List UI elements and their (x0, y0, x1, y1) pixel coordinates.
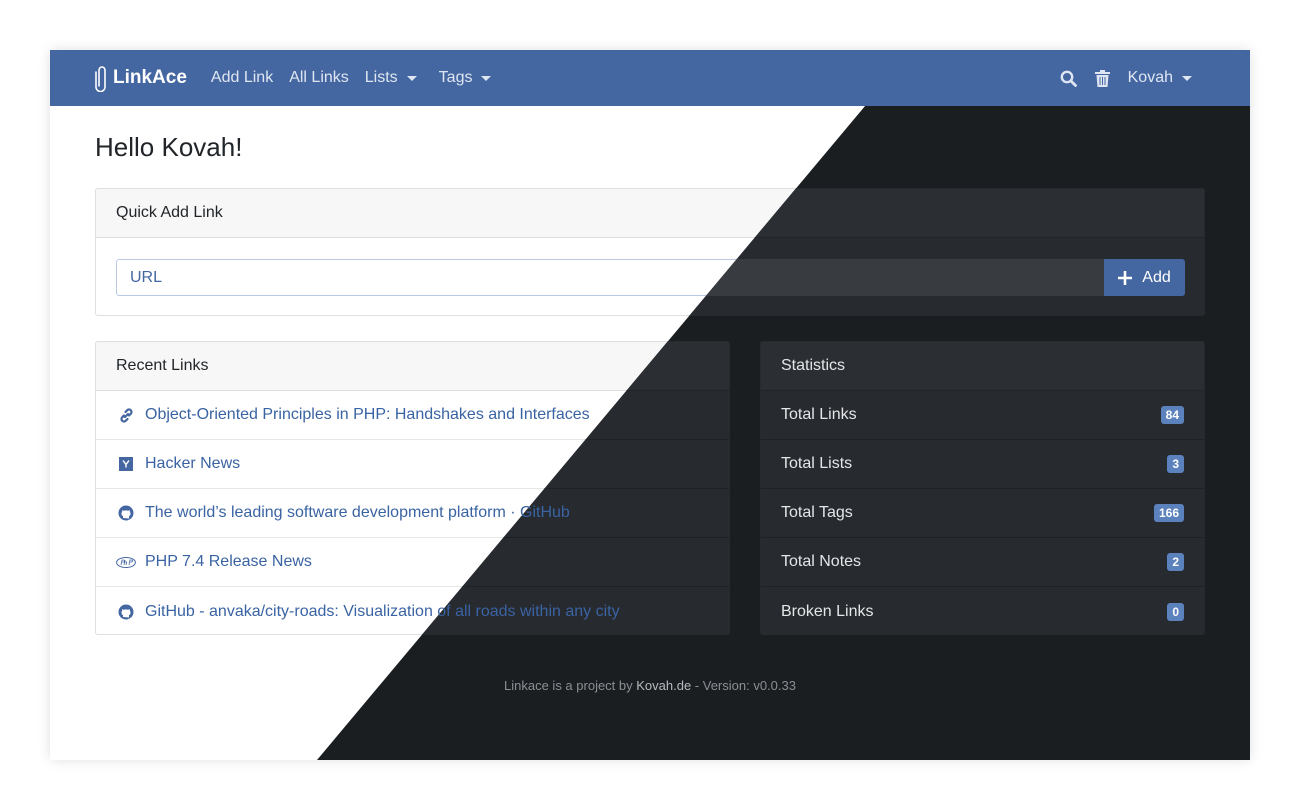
card-header: Recent Links (96, 342, 729, 391)
card-title: Recent Links (116, 357, 209, 374)
row-bg (96, 538, 729, 587)
url-input[interactable]: URL (116, 259, 1104, 296)
list-item: GitHub - anvaka/city-roads: Visualizatio… (96, 587, 729, 634)
stat-badge: 3 (1167, 455, 1184, 473)
url-placeholder: URL (130, 268, 163, 286)
brand-logo[interactable]: LinkAce (95, 64, 187, 92)
card-header: Statistics (761, 342, 1204, 391)
navbar: LinkAce Add Link All Links Lists Tags Ko… (50, 50, 1250, 106)
stat-label: Total Tags (781, 504, 853, 521)
card-header: Quick Add Link (96, 189, 1204, 238)
trash-icon[interactable] (1094, 69, 1110, 87)
stat-label: Broken Links (781, 602, 874, 620)
footer-version: - Version: v0.0.33 (691, 678, 796, 693)
nav-tags-dropdown[interactable]: Tags (439, 69, 492, 87)
search-icon[interactable] (1060, 70, 1077, 87)
footer-link[interactable]: Kovah.de (636, 678, 692, 693)
caret-down-icon (481, 75, 492, 81)
recent-link[interactable]: Hacker News (145, 455, 241, 472)
plus-icon (1118, 270, 1133, 285)
stat-badge: 0 (1167, 602, 1184, 621)
hacker-news-icon (116, 457, 136, 471)
nav-label: Lists (364, 69, 398, 86)
list-item: The world’s leading software development… (96, 489, 729, 538)
stat-row: Total Links 84 (761, 391, 1204, 440)
stat-row: Total Tags 166 (761, 489, 1204, 538)
list-item: Hacker News (96, 440, 729, 489)
statistics-card-bg (760, 341, 1205, 635)
stat-badge: 2 (1167, 553, 1184, 571)
statistics-card: Statistics Total Links 84 Total Lists 3 To… (760, 341, 1205, 635)
row-bg (761, 538, 1204, 587)
add-label: Add (1142, 268, 1171, 286)
list-item: Object-Oriented Principles in PHP: Hands… (96, 391, 729, 440)
nav-label: All Links (289, 69, 349, 86)
link-icon (116, 407, 136, 424)
row-bg (317, 538, 729, 587)
row-bg (96, 489, 729, 538)
list-item: PHP 7.4 Release News (96, 538, 729, 587)
caret-down-icon (406, 75, 417, 81)
card-header-bg (96, 342, 729, 391)
paperclip-icon (95, 66, 106, 92)
add-button[interactable]: Add (1104, 259, 1185, 296)
caret-down-icon (1182, 75, 1192, 81)
app-window: LinkAce Add Link All Links Lists Tags Ko… (50, 50, 1250, 760)
nav-lists-dropdown[interactable]: Lists (365, 69, 417, 87)
recent-link[interactable]: Object-Oriented Principles in PHP: Hands… (145, 406, 590, 423)
row-bg (761, 391, 1204, 440)
row-bg (761, 489, 1204, 538)
footer-text: Linkace is a project by (504, 678, 637, 693)
user-name: Kovah (1127, 69, 1173, 86)
github-icon (116, 505, 136, 521)
user-menu[interactable]: Kovah (1128, 69, 1192, 87)
recent-link[interactable]: GitHub - anvaka/city-roads: Visualizatio… (145, 602, 620, 620)
card-header-bg (761, 342, 1204, 391)
page-content: LinkAce Add Link All Links Lists Tags Ko… (50, 50, 1250, 760)
card-title: Statistics (781, 357, 846, 374)
stat-badge: 166 (1153, 504, 1184, 522)
stat-row: Broken Links 0 (761, 587, 1204, 634)
footer: Linkace is a project by Kovah.de - Versi… (50, 678, 1250, 693)
php-icon (116, 556, 136, 568)
recent-links-card: Recent Links Object-Oriented Principles … (95, 341, 730, 635)
brand-name: LinkAce (113, 67, 187, 88)
row-bg (761, 440, 1204, 489)
stat-row: Total Lists 3 (761, 440, 1204, 489)
row-bg (317, 489, 729, 538)
stat-label: Total Lists (781, 455, 853, 472)
stat-badge: 84 (1160, 406, 1184, 424)
nav-all-links[interactable]: All Links (289, 69, 349, 87)
nav-add-link[interactable]: Add Link (210, 69, 274, 86)
page-title: Hello Kovah! (95, 132, 243, 162)
recent-link[interactable]: The world’s leading software development… (145, 504, 570, 521)
card-title: Quick Add Link (116, 204, 223, 221)
nav-label: Tags (438, 69, 473, 86)
github-icon (116, 604, 136, 620)
stat-row: Total Notes 2 (761, 538, 1204, 587)
recent-link[interactable]: PHP 7.4 Release News (145, 553, 312, 570)
stat-label: Total Notes (781, 553, 862, 570)
stat-label: Total Links (781, 406, 857, 423)
row-bg (96, 440, 729, 489)
quick-add-card: Quick Add Link URL Add (95, 188, 1205, 316)
row-bg (96, 391, 729, 440)
